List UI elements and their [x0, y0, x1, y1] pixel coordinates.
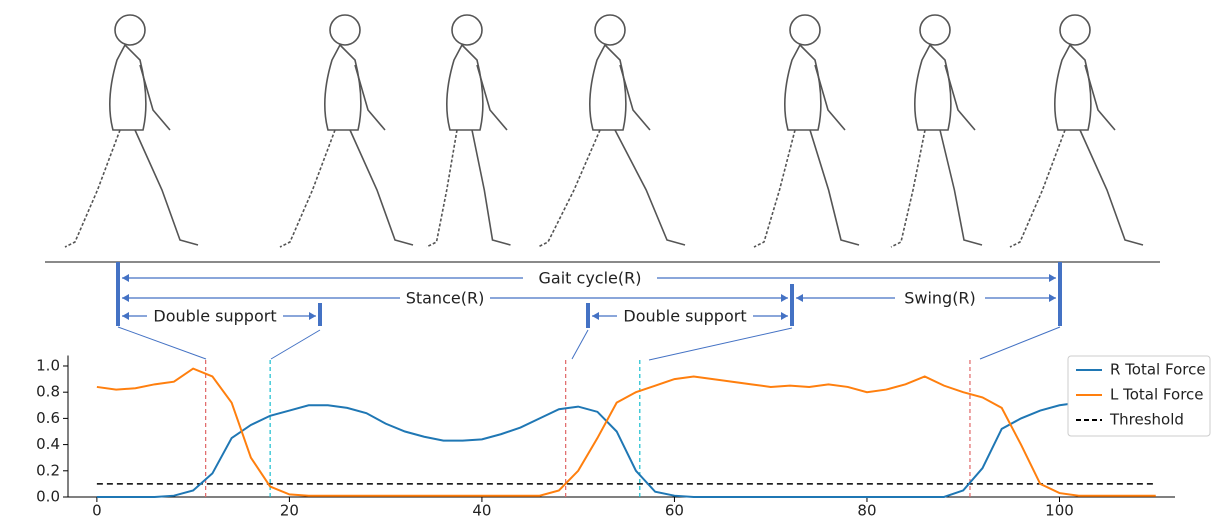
leg-front: [135, 130, 198, 245]
torso: [915, 45, 951, 130]
phase-label: Swing(R): [904, 289, 976, 308]
leg-front: [615, 130, 685, 245]
phase-label: Gait cycle(R): [539, 269, 642, 288]
legend-label: R Total Force: [1110, 361, 1206, 379]
head: [115, 15, 145, 45]
torso: [785, 45, 821, 130]
phase-label: Double support: [623, 307, 746, 326]
head: [790, 15, 820, 45]
walker: [280, 15, 413, 247]
leg-front: [350, 130, 413, 245]
head: [330, 15, 360, 45]
walking-figures: [65, 15, 1143, 247]
connector: [649, 328, 792, 360]
walker: [427, 15, 511, 247]
leg-back: [280, 130, 335, 247]
head: [1060, 15, 1090, 45]
walker: [65, 15, 198, 247]
legend-label: L Total Force: [1110, 386, 1204, 404]
x-tick-label: 80: [857, 502, 876, 518]
torso: [110, 45, 146, 130]
x-tick-label: 20: [280, 502, 299, 518]
connector: [271, 330, 320, 359]
torso: [447, 45, 483, 130]
leg-back: [427, 130, 458, 247]
walker: [1010, 15, 1143, 247]
y-tick-label: 0.8: [36, 383, 60, 401]
series-line: [97, 369, 1156, 496]
x-tick-label: 60: [665, 502, 684, 518]
leg-front: [940, 130, 982, 245]
phase-label: Double support: [153, 307, 276, 326]
x-tick-label: 100: [1045, 502, 1074, 518]
torso: [590, 45, 626, 130]
x-tick-label: 40: [472, 502, 491, 518]
walker: [754, 15, 859, 247]
connector: [572, 330, 588, 359]
leg-back: [538, 130, 600, 247]
torso: [325, 45, 361, 130]
leg-front: [1080, 130, 1143, 245]
y-tick-label: 0.0: [36, 488, 60, 506]
leg-back: [1010, 130, 1065, 247]
leg-back: [891, 130, 925, 247]
legend-label: Threshold: [1109, 411, 1184, 429]
y-tick-label: 0.2: [36, 461, 60, 479]
leg-back: [754, 130, 795, 247]
walker: [538, 15, 685, 247]
leg-front: [472, 130, 511, 245]
head: [920, 15, 950, 45]
connector: [118, 327, 206, 359]
phase-label: Stance(R): [406, 289, 485, 308]
walker: [891, 15, 982, 247]
y-tick-label: 1.0: [36, 356, 60, 374]
y-tick-label: 0.4: [36, 435, 60, 453]
head: [452, 15, 482, 45]
series-line: [97, 403, 1079, 497]
figure: Gait cycle(R) Stance(R) Swing(R) Double …: [0, 0, 1213, 518]
leg-front: [810, 130, 859, 245]
x-tick-label: 0: [92, 502, 102, 518]
plot-area: 0 20 40 60 80 100 0.0 0.2 0.4 0.6 0.8 1.0 R Total Fo…: [36, 356, 1210, 518]
y-tick-label: 0.6: [36, 409, 60, 427]
connector: [980, 327, 1060, 359]
torso: [1055, 45, 1091, 130]
head: [595, 15, 625, 45]
leg-back: [65, 130, 120, 247]
